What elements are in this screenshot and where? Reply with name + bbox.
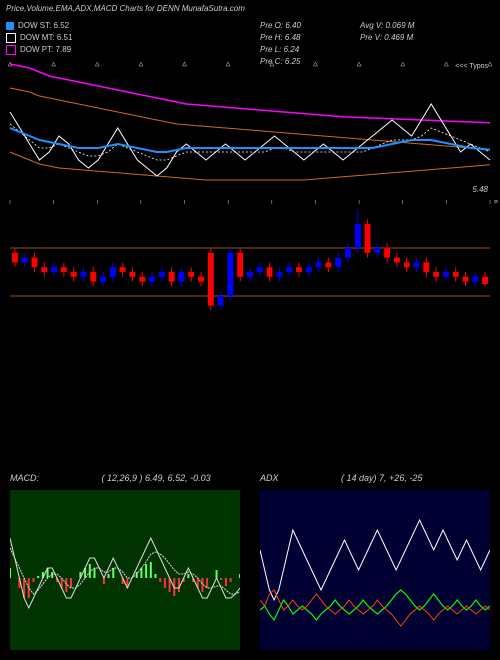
adx-chart (260, 490, 490, 650)
macd-title-row: MACD: ( 12,26,9 ) 6.49, 6.52, -0.03 (10, 473, 211, 483)
macd-chart (10, 490, 240, 650)
legend-item: DOW ST: 6.52 (6, 20, 72, 32)
svg-text:8: 8 (494, 200, 498, 205)
candlestick-chart: 8 (0, 200, 500, 320)
adx-params: ( 14 day) 7, +26, -25 (341, 473, 422, 483)
macd-label: MACD: (10, 473, 39, 483)
legend: DOW ST: 6.52DOW MT: 6.51DOW PT: 7.89 (6, 20, 72, 56)
page-title: Price,Volume,EMA,ADX,MACD Charts for DEN… (6, 4, 245, 13)
legend-label: DOW ST: 6.52 (18, 20, 69, 32)
legend-label: DOW MT: 6.51 (20, 32, 72, 44)
legend-swatch (6, 22, 14, 30)
svg-text:5.48: 5.48 (472, 185, 488, 194)
legend-swatch (6, 33, 16, 43)
legend-swatch (6, 45, 16, 55)
info-line: Pre L: 6.24 (260, 44, 301, 56)
legend-item: DOW MT: 6.51 (6, 32, 72, 44)
adx-label: ADX (260, 473, 279, 483)
legend-item: DOW PT: 7.89 (6, 44, 72, 56)
info-line: Pre H: 6.48 (260, 32, 301, 44)
info-line: Pre V: 0.469 M (360, 32, 414, 44)
info-line: Pre O: 6.40 (260, 20, 301, 32)
volume-info: Avg V: 0.069 MPre V: 0.469 M (360, 20, 414, 44)
info-line: Avg V: 0.069 M (360, 20, 414, 32)
chart-container: Price,Volume,EMA,ADX,MACD Charts for DEN… (0, 0, 500, 660)
svg-text:<<< Typos: <<< Typos (455, 63, 488, 70)
macd-params: ( 12,26,9 ) 6.49, 6.52, -0.03 (102, 473, 211, 483)
price-overlay-chart: <<< Typos 5.48 (0, 60, 500, 200)
adx-title-row: ADX ( 14 day) 7, +26, -25 (260, 473, 422, 483)
legend-label: DOW PT: 7.89 (20, 44, 71, 56)
